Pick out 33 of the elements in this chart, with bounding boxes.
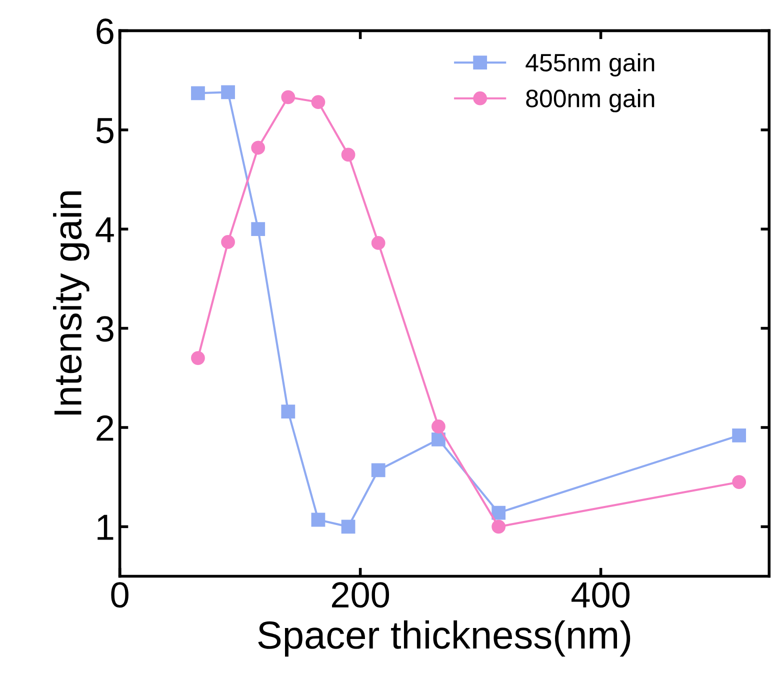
- point: [432, 432, 446, 446]
- point: [492, 506, 506, 520]
- point: [311, 95, 326, 110]
- x-tick-label: 400: [572, 582, 630, 608]
- y-tick-label: 2: [96, 415, 114, 441]
- point: [251, 222, 266, 236]
- point: [251, 140, 266, 155]
- legend-label: 800nm gain: [526, 88, 654, 112]
- y-tick-label: 4: [96, 217, 114, 242]
- x-tick-label: 0: [111, 582, 128, 608]
- point: [191, 86, 205, 100]
- y-tick-label: 6: [96, 18, 114, 44]
- point: [281, 90, 296, 104]
- point: [341, 148, 356, 162]
- y-tick-label: 3: [96, 316, 114, 342]
- y-axis-title: Intensity gain: [53, 191, 90, 414]
- legend-label: 455nm gain: [526, 53, 654, 76]
- point: [311, 512, 326, 527]
- x-axis-title: Spacer thickness(nm): [258, 620, 630, 657]
- point: [221, 235, 235, 249]
- point: [732, 428, 746, 442]
- x-tick-label: 200: [332, 582, 390, 608]
- point: [191, 351, 205, 365]
- point: [492, 520, 506, 534]
- point: [341, 520, 356, 534]
- point: [221, 85, 235, 100]
- y-tick-label: 5: [96, 118, 114, 144]
- point: [432, 420, 446, 434]
- point: [371, 463, 386, 478]
- point: [371, 236, 386, 250]
- point: [281, 404, 296, 419]
- y-tick-label: 1: [98, 514, 114, 540]
- point: [732, 475, 746, 489]
